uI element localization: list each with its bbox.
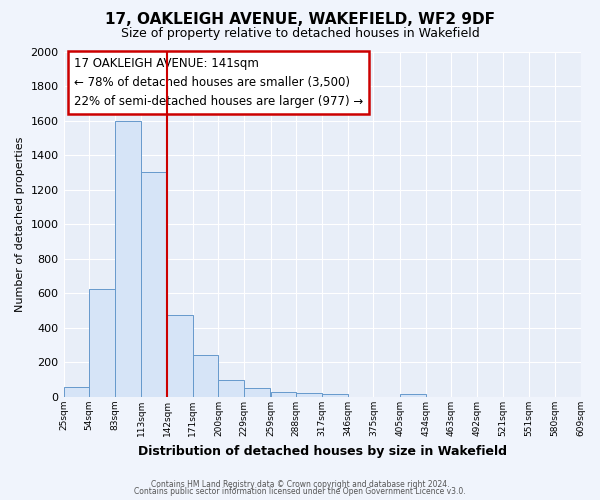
Bar [193,354,218,397]
Text: 17, OAKLEIGH AVENUE, WAKEFIELD, WF2 9DF: 17, OAKLEIGH AVENUE, WAKEFIELD, WF2 9DF [105,12,495,28]
Bar [115,120,140,397]
Bar [218,380,244,397]
Text: Contains public sector information licensed under the Open Government Licence v3: Contains public sector information licen… [134,488,466,496]
Text: Contains HM Land Registry data © Crown copyright and database right 2024.: Contains HM Land Registry data © Crown c… [151,480,449,489]
Bar [89,289,115,397]
X-axis label: Distribution of detached houses by size in Wakefield: Distribution of detached houses by size … [137,444,506,458]
Text: 17 OAKLEIGH AVENUE: 141sqm
← 78% of detached houses are smaller (3,500)
22% of s: 17 OAKLEIGH AVENUE: 141sqm ← 78% of deta… [74,56,363,108]
Text: Size of property relative to detached houses in Wakefield: Size of property relative to detached ho… [121,28,479,40]
Y-axis label: Number of detached properties: Number of detached properties [15,136,25,312]
Bar [142,172,167,397]
Bar [64,386,89,397]
Bar [167,315,193,397]
Bar [400,394,425,397]
Bar [296,392,322,397]
Bar [322,394,347,397]
Bar [271,392,296,397]
Bar [244,388,270,397]
